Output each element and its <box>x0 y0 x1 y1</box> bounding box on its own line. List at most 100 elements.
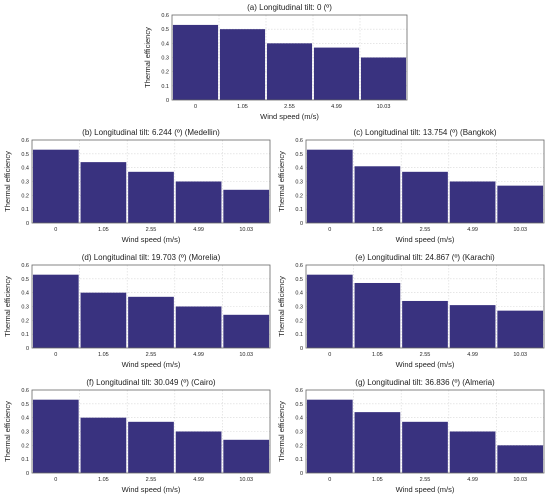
chart-svg: (c) Longitudinal tilt: 13.754 (º) (Bangk… <box>277 128 545 244</box>
chart-e: (e) Longitudinal tilt: 24.867 (º) (Karac… <box>274 250 547 370</box>
y-axis-label: Thermal efficiency <box>277 276 286 337</box>
bar-4-99 <box>449 431 496 473</box>
x-tick-label: 10.03 <box>239 352 253 358</box>
chart-title: (c) Longitudinal tilt: 13.754 (º) (Bangk… <box>354 128 497 137</box>
x-tick-label: 0 <box>54 352 57 358</box>
chart-title: (a) Longitudinal tilt: 0 (º) <box>247 3 332 12</box>
bar-2-55 <box>402 421 448 473</box>
x-tick-label: 0 <box>194 104 197 110</box>
y-tick-label: 0.3 <box>21 305 29 311</box>
y-tick-label: 0.6 <box>295 388 303 394</box>
x-tick-label: 4.99 <box>193 227 204 233</box>
x-axis-label: Wind speed (m/s) <box>122 485 181 494</box>
y-tick-label: 0.3 <box>161 56 169 62</box>
y-axis-label: Thermal efficiency <box>3 276 12 337</box>
x-tick-label: 4.99 <box>467 352 478 358</box>
y-tick-label: 0.4 <box>21 291 29 297</box>
x-axis-label: Wind speed (m/s) <box>122 235 181 244</box>
chart-g: (g) Longitudinal tilt: 36.836 (º) (Almer… <box>274 375 547 495</box>
y-tick-label: 0.2 <box>21 318 29 324</box>
x-tick-label: 2.55 <box>146 477 157 483</box>
x-tick-label: 1.05 <box>98 352 109 358</box>
chart-a: (a) Longitudinal tilt: 0 (º) 0 0.1 0.2 0.3 0.… <box>140 0 410 122</box>
plot-frame <box>305 139 545 224</box>
bar-2-55 <box>402 171 448 223</box>
x-axis-label: Wind speed (m/s) <box>396 360 455 369</box>
bar-2-55 <box>128 296 174 348</box>
chart-svg: (g) Longitudinal tilt: 36.836 (º) (Almer… <box>277 378 545 494</box>
y-tick-label: 0.6 <box>21 388 29 394</box>
x-tick-label: 2.55 <box>284 104 295 110</box>
y-tick-label: 0.1 <box>295 457 303 463</box>
bar-0 <box>306 149 353 223</box>
y-tick-label: 0.1 <box>21 207 29 213</box>
x-tick-label: 4.99 <box>467 477 478 483</box>
bar-0 <box>32 149 79 223</box>
chart-title: (e) Longitudinal tilt: 24.867 (º) (Karac… <box>355 253 495 262</box>
x-tick-label: 1.05 <box>372 352 383 358</box>
y-tick-label: 0 <box>26 471 29 477</box>
y-tick-label: 0 <box>26 221 29 227</box>
bar-2-55 <box>128 171 174 223</box>
bar-10-03 <box>497 185 544 223</box>
y-tick-label: 0.4 <box>21 416 29 422</box>
plot-frame <box>31 264 271 349</box>
bar-0 <box>306 274 353 348</box>
chart-svg: (b) Longitudinal tilt: 6.244 (º) (Medell… <box>3 128 271 244</box>
bar-10-03 <box>497 445 544 473</box>
bar-1-05 <box>80 292 127 348</box>
plot-frame <box>305 264 545 349</box>
y-tick-label: 0.1 <box>295 332 303 338</box>
x-tick-label: 10.03 <box>513 477 527 483</box>
y-tick-label: 0.4 <box>161 41 169 47</box>
y-tick-label: 0.5 <box>21 277 29 283</box>
y-tick-label: 0.1 <box>21 332 29 338</box>
bar-0 <box>32 399 79 473</box>
y-tick-label: 0.3 <box>295 305 303 311</box>
bar-4-99 <box>449 305 496 348</box>
x-tick-label: 0 <box>328 352 331 358</box>
x-tick-label: 1.05 <box>98 477 109 483</box>
chart-svg: (f) Longitudinal tilt: 30.049 (º) (Cairo… <box>3 378 271 494</box>
y-tick-label: 0.5 <box>295 277 303 283</box>
bar-0 <box>32 274 79 348</box>
bar-4-99 <box>175 181 222 223</box>
bar-1-05 <box>354 412 401 473</box>
chart-svg: (d) Longitudinal tilt: 19.703 (º) (Morel… <box>3 253 271 369</box>
chart-b: (b) Longitudinal tilt: 6.244 (º) (Medell… <box>0 125 273 245</box>
y-tick-label: 0.3 <box>21 430 29 436</box>
y-tick-label: 0.3 <box>21 180 29 186</box>
y-tick-label: 0 <box>300 471 303 477</box>
chart-svg: (a) Longitudinal tilt: 0 (º) 0 0.1 0.2 0.3 0.… <box>143 3 408 121</box>
y-axis-label: Thermal efficiency <box>143 27 152 88</box>
y-tick-label: 0.1 <box>161 84 169 90</box>
x-axis-label: Wind speed (m/s) <box>396 485 455 494</box>
bar-4-99 <box>175 306 222 348</box>
y-tick-label: 0.5 <box>161 27 169 33</box>
y-axis-label: Thermal efficiency <box>3 401 12 462</box>
x-axis-label: Wind speed (m/s) <box>396 235 455 244</box>
bar-1-05 <box>354 166 401 223</box>
chart-title: (d) Longitudinal tilt: 19.703 (º) (Morel… <box>82 253 221 262</box>
y-axis-label: Thermal efficiency <box>277 151 286 212</box>
bar-1-05 <box>354 282 401 348</box>
bar-0 <box>306 399 353 473</box>
y-axis-label: Thermal efficiency <box>277 401 286 462</box>
y-tick-label: 0.2 <box>21 193 29 199</box>
x-tick-label: 10.03 <box>513 227 527 233</box>
x-tick-label: 4.99 <box>467 227 478 233</box>
bar-10-03 <box>223 439 270 473</box>
bar-2-55 <box>266 43 313 100</box>
y-tick-label: 0.2 <box>161 70 169 76</box>
bar-1-05 <box>219 29 266 101</box>
x-tick-label: 4.99 <box>331 104 342 110</box>
y-tick-label: 0.6 <box>21 138 29 144</box>
bar-4-99 <box>449 181 496 223</box>
x-axis-label: Wind speed (m/s) <box>122 360 181 369</box>
y-tick-label: 0.4 <box>295 416 303 422</box>
bar-10-03 <box>497 310 544 348</box>
bar-1-05 <box>80 417 127 473</box>
x-tick-label: 4.99 <box>193 477 204 483</box>
y-tick-label: 0 <box>300 221 303 227</box>
y-tick-label: 0.2 <box>295 318 303 324</box>
